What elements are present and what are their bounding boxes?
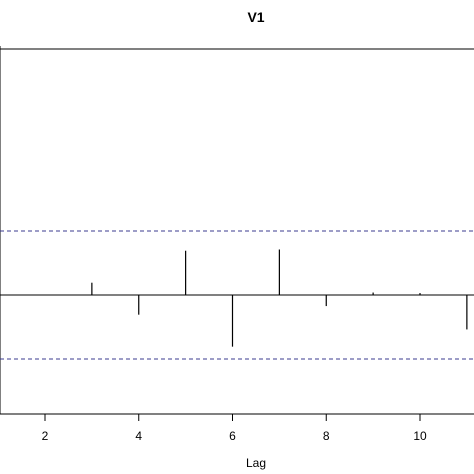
chart-title: V1 bbox=[247, 9, 264, 25]
x-tick-label-10: 10 bbox=[413, 429, 427, 443]
x-axis-label: Lag bbox=[246, 456, 266, 470]
x-tick-label-8: 8 bbox=[323, 429, 330, 443]
confidence-band bbox=[0, 230, 474, 360]
x-tick-label-2: 2 bbox=[42, 429, 49, 443]
acf-bars bbox=[0, 48, 474, 347]
x-axis-ticks: 2 4 6 8 10 bbox=[42, 414, 427, 443]
x-tick-label-4: 4 bbox=[135, 429, 142, 443]
plot-frame bbox=[0, 46, 474, 415]
x-tick-label-6: 6 bbox=[229, 429, 236, 443]
